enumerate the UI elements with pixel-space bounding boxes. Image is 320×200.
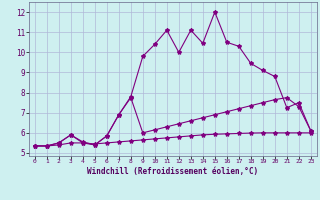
X-axis label: Windchill (Refroidissement éolien,°C): Windchill (Refroidissement éolien,°C) (87, 167, 258, 176)
